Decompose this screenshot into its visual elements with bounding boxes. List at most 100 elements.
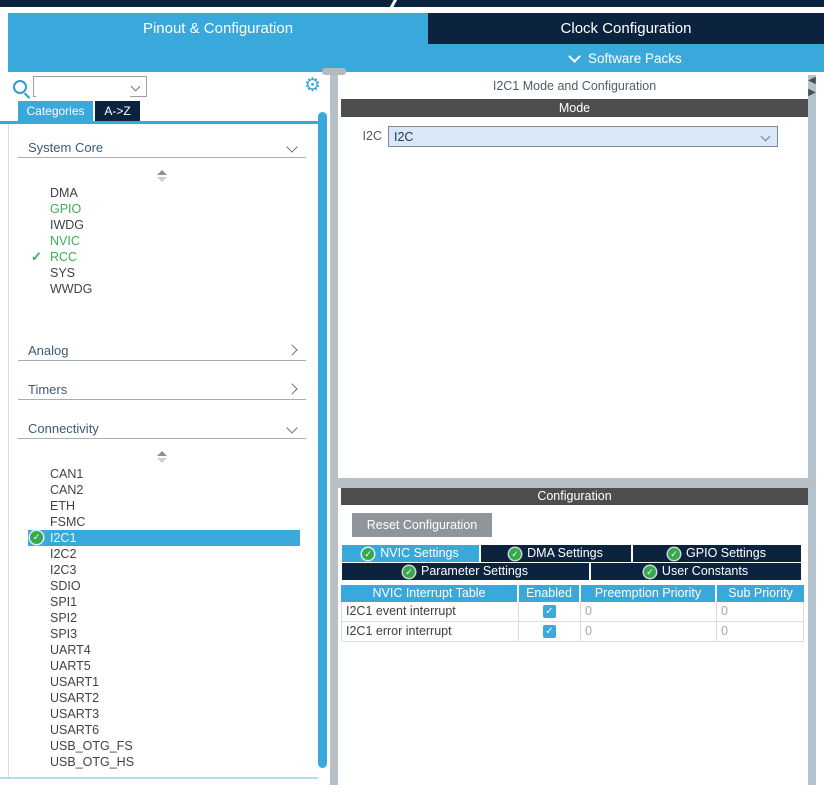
analog-label: Analog <box>28 342 69 358</box>
column-header: NVIC Interrupt Table <box>341 585 519 602</box>
a-to-z-label: A->Z <box>104 104 131 118</box>
preemption-priority-cell[interactable]: 0 <box>581 622 717 641</box>
sidebar-scrollbar[interactable] <box>318 112 327 768</box>
tab-nvic-settings[interactable]: ✓ NVIC Settings <box>342 545 479 562</box>
chevron-down-icon[interactable] <box>130 81 141 92</box>
preemption-priority-cell[interactable]: 0 <box>581 602 717 621</box>
tab-label: DMA Settings <box>527 546 603 560</box>
module-item-i2c2[interactable]: I2C2 <box>28 546 300 562</box>
module-item-can1[interactable]: CAN1 <box>28 466 300 482</box>
module-item-iwdg[interactable]: IWDG <box>28 217 300 233</box>
sub-priority-cell[interactable]: 0 <box>717 622 804 641</box>
module-item-spi2[interactable]: SPI2 <box>28 610 300 626</box>
list-scroll-spinner[interactable] <box>157 451 167 463</box>
section-header-timers[interactable]: Timers <box>8 379 318 399</box>
table-row: I2C1 error interrupt ✓ 0 0 <box>341 622 804 642</box>
spinner-up-icon <box>157 170 167 175</box>
chevron-down-icon <box>286 141 298 153</box>
module-item-spi1[interactable]: SPI1 <box>28 594 300 610</box>
check-circle-icon: ✓ <box>643 565 656 578</box>
module-item-usb-otg-fs[interactable]: USB_OTG_FS <box>28 738 300 754</box>
module-item-usart2[interactable]: USART2 <box>28 690 300 706</box>
panel-collapse-strip <box>808 75 816 785</box>
i2c-mode-dropdown[interactable]: I2C <box>388 126 778 147</box>
configuration-section-header: Configuration <box>341 488 808 505</box>
tab-label: User Constants <box>661 564 749 578</box>
horizontal-splitter[interactable] <box>338 478 816 488</box>
module-item-can2[interactable]: CAN2 <box>28 482 300 498</box>
module-label: I2C2 <box>50 547 77 561</box>
collapse-left-icon[interactable]: ◀ <box>808 75 816 86</box>
module-label: GPIO <box>50 202 82 216</box>
gear-icon[interactable]: ⚙ <box>304 75 322 96</box>
chevron-down-icon <box>286 422 298 434</box>
check-circle-icon: ✓ <box>509 547 522 560</box>
tab-pinout-configuration[interactable]: Pinout & Configuration <box>8 13 428 44</box>
sidebar-tab-a-to-z[interactable]: A->Z <box>95 101 140 121</box>
sidebar-tab-categories[interactable]: Categories <box>18 101 93 121</box>
module-item-i2c3[interactable]: I2C3 <box>28 562 300 578</box>
module-label: USART1 <box>50 675 100 689</box>
module-label: I2C3 <box>50 563 77 577</box>
module-item-sys[interactable]: SYS <box>28 265 300 281</box>
module-label: USB_OTG_HS <box>50 755 135 769</box>
tab-gpio-settings[interactable]: ✓ GPIO Settings <box>633 545 801 562</box>
chevron-right-icon <box>286 344 298 356</box>
enabled-checkbox[interactable]: ✓ <box>543 625 556 638</box>
sidebar-left-border <box>8 124 9 777</box>
spinner-down-icon <box>157 458 167 463</box>
reset-configuration-button[interactable]: Reset Configuration <box>352 513 492 537</box>
list-scroll-spinner[interactable] <box>157 170 167 182</box>
collapse-right-icon[interactable]: ▶ <box>808 87 816 98</box>
module-item-gpio[interactable]: GPIO <box>28 201 300 217</box>
tab-label: Parameter Settings <box>421 564 528 578</box>
module-label: DMA <box>50 186 78 200</box>
enabled-checkbox[interactable]: ✓ <box>543 605 556 618</box>
search-input[interactable] <box>36 78 130 97</box>
search-icon[interactable] <box>13 80 27 94</box>
module-label: SPI2 <box>50 611 78 625</box>
check-circle-icon: ✓ <box>362 547 375 560</box>
column-header: Enabled <box>519 585 581 602</box>
module-item-eth[interactable]: ETH <box>28 498 300 514</box>
module-item-usart1[interactable]: USART1 <box>28 674 300 690</box>
tab-clock-configuration[interactable]: Clock Configuration <box>428 13 824 44</box>
tab-user-constants[interactable]: ✓ User Constants <box>591 563 801 580</box>
module-label: UART4 <box>50 643 91 657</box>
section-header-analog[interactable]: Analog <box>8 340 318 360</box>
module-item-dma[interactable]: DMA <box>28 185 300 201</box>
tab-parameter-settings[interactable]: ✓ Parameter Settings <box>342 563 589 580</box>
module-item-spi3[interactable]: SPI3 <box>28 626 300 642</box>
tab-clock-label: Clock Configuration <box>560 20 692 37</box>
sub-priority-cell[interactable]: 0 <box>717 602 804 621</box>
check-circle-icon: ✓ <box>403 565 415 578</box>
tab-label: GPIO Settings <box>686 546 766 560</box>
vertical-splitter[interactable] <box>330 72 338 785</box>
module-label: FSMC <box>50 515 86 529</box>
module-item-i2c1[interactable]: ✓ I2C1 <box>28 530 300 546</box>
splitter-handle[interactable] <box>322 68 346 75</box>
interrupt-name-cell: I2C1 error interrupt <box>341 622 519 641</box>
module-label: I2C1 <box>50 531 77 545</box>
categories-label: Categories <box>26 104 85 118</box>
module-item-uart5[interactable]: UART5 <box>28 658 300 674</box>
tab-dma-settings[interactable]: ✓ DMA Settings <box>481 545 631 562</box>
module-item-usart6[interactable]: USART6 <box>28 722 300 738</box>
section-header-system-core[interactable]: System Core <box>8 137 318 157</box>
module-item-fsmc[interactable]: FSMC <box>28 514 300 530</box>
section-header-connectivity[interactable]: Connectivity <box>8 418 318 438</box>
search-combobox[interactable] <box>33 76 147 97</box>
module-item-uart4[interactable]: UART4 <box>28 642 300 658</box>
module-item-sdio[interactable]: SDIO <box>28 578 300 594</box>
tab-pinout-label: Pinout & Configuration <box>142 20 294 37</box>
chevron-right-icon <box>286 383 298 395</box>
connectivity-label: Connectivity <box>28 420 99 436</box>
module-item-nvic[interactable]: NVIC <box>28 233 300 249</box>
module-item-rcc[interactable]: ✓ RCC <box>28 249 300 265</box>
module-label: NVIC <box>50 234 80 248</box>
module-item-usart3[interactable]: USART3 <box>28 706 300 722</box>
module-item-usb-otg-hs[interactable]: USB_OTG_HS <box>28 754 300 770</box>
module-item-wwdg[interactable]: WWDG <box>28 281 300 297</box>
software-packs-toggle[interactable]: Software Packs <box>568 44 682 72</box>
